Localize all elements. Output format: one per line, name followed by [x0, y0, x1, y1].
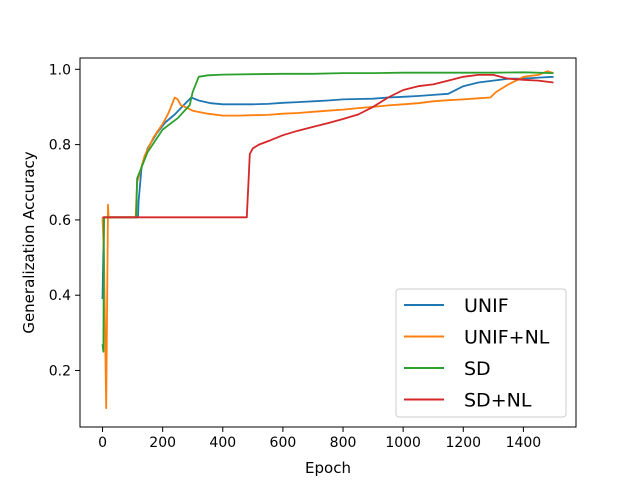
legend-label: UNIF: [464, 295, 509, 317]
legend-label: UNIF+NL: [464, 327, 550, 349]
y-tick-label: 0.4: [49, 288, 71, 304]
x-tick-label: 1000: [385, 435, 421, 451]
legend: UNIF UNIF+NL SD SD+NL: [395, 288, 567, 418]
x-tick-label: 1200: [445, 435, 481, 451]
x-tick-label: 600: [270, 435, 297, 451]
legend-box: [395, 288, 567, 418]
x-tick-label: 200: [149, 435, 176, 451]
y-tick-label: 0.8: [49, 138, 71, 154]
x-tick-label: 400: [209, 435, 236, 451]
x-axis: 0 200 400 600 800 1000 1200 1400: [98, 427, 541, 451]
y-tick-label: 0.6: [49, 213, 71, 229]
y-tick-label: 0.2: [49, 364, 71, 380]
x-tick-label: 1400: [506, 435, 542, 451]
legend-label: SD: [464, 358, 491, 380]
y-axis: 0.2 0.4 0.6 0.8 1.0: [49, 62, 80, 380]
legend-label: SD+NL: [464, 390, 532, 412]
x-tick-label: 0: [98, 435, 107, 451]
plot-frame: [79, 57, 577, 428]
x-axis-label: Epoch: [305, 459, 351, 477]
legend-items: UNIF UNIF+NL SD SD+NL: [404, 295, 550, 412]
x-tick-label: 800: [330, 435, 357, 451]
y-axis-label: Generalization Accuracy: [20, 151, 38, 333]
series-line-sd-nl: [102, 74, 554, 219]
y-tick-label: 1.0: [49, 62, 71, 78]
series-layer: [101, 70, 554, 410]
